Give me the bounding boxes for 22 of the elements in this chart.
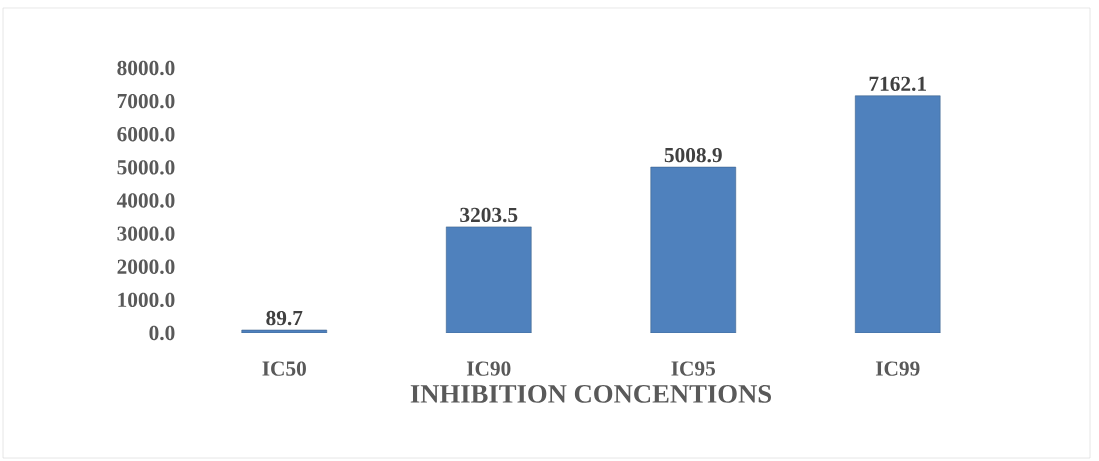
bar — [650, 166, 737, 333]
data-label: 3203.5 — [460, 207, 518, 223]
data-label: 5008.9 — [664, 147, 722, 163]
y-tick-label: 4000.0 — [116, 193, 175, 208]
y-tick-label: 7000.0 — [117, 93, 175, 109]
data-label: 89.7 — [266, 310, 303, 326]
data-label: 7162.1 — [869, 76, 926, 92]
y-tick-label: 6000.0 — [117, 127, 175, 142]
y-tick-label: 5000.0 — [117, 160, 175, 175]
y-tick-label: 2000.0 — [117, 259, 175, 274]
bar — [445, 226, 532, 333]
y-tick-label: 0.0 — [149, 325, 175, 341]
bar — [241, 329, 328, 333]
x-axis-title: INHIBITION CONCENTIONS — [410, 384, 771, 403]
y-tick-label: 1000.0 — [118, 292, 175, 308]
x-tick-label: IC95 — [671, 361, 715, 376]
y-tick-label: 8000.0 — [117, 60, 175, 76]
x-tick-label: IC99 — [875, 361, 920, 376]
x-tick-label: IC50 — [262, 361, 306, 376]
x-tick-label: IC90 — [466, 361, 511, 376]
y-tick-label: 3000.0 — [117, 226, 175, 241]
bar — [854, 95, 941, 333]
